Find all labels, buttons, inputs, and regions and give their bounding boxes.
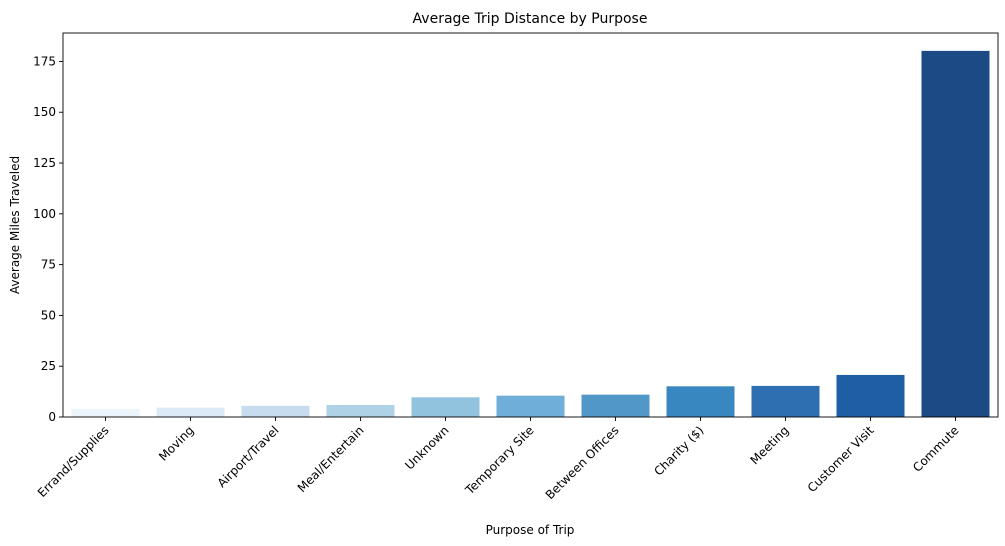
y-tick-label: 175	[33, 54, 56, 68]
y-tick-label: 25	[41, 359, 56, 373]
x-tick-label: Commute	[910, 423, 961, 474]
x-axis: Errand/Supplies Moving Airport/Travel Meal/…	[35, 417, 962, 502]
plot-frame	[62, 32, 999, 418]
x-tick-label: Charity ($)	[651, 423, 706, 478]
x-tick-label: Meeting	[748, 423, 792, 467]
bars-group	[71, 50, 990, 417]
x-tick-label: Errand/Supplies	[35, 423, 112, 500]
y-tick-label: 150	[33, 105, 56, 119]
bar-2	[241, 405, 310, 417]
x-tick-label: Between Offices	[543, 423, 622, 502]
bar-0	[71, 409, 140, 417]
bar-7	[666, 386, 735, 417]
y-tick-label: 125	[33, 156, 56, 170]
x-tick-label: Temporary Site	[462, 423, 537, 498]
y-tick-label: 0	[48, 410, 56, 424]
x-tick-label: Moving	[156, 423, 197, 464]
y-tick-label: 50	[41, 308, 56, 322]
x-axis-title: Purpose of Trip	[486, 523, 575, 537]
chart-title: Average Trip Distance by Purpose	[413, 11, 648, 27]
y-tick-label: 75	[41, 258, 56, 272]
bar-3	[326, 405, 395, 417]
bar-10	[921, 50, 990, 417]
bar-1	[156, 407, 225, 417]
x-tick-label: Unknown	[402, 423, 451, 472]
x-tick-label: Meal/Entertain	[295, 423, 367, 495]
bar-5	[496, 395, 565, 417]
y-axis: 0 25 50 75 100 125 150 175	[33, 54, 63, 424]
x-tick-label: Airport/Travel	[215, 423, 282, 490]
y-tick-label: 100	[33, 207, 56, 221]
bar-6	[581, 394, 650, 417]
x-tick-label: Customer Visit	[805, 423, 877, 495]
bar-4	[411, 397, 480, 417]
bar-8	[751, 385, 820, 417]
bar-9	[836, 374, 905, 417]
y-axis-title: Average Miles Traveled	[8, 156, 22, 294]
